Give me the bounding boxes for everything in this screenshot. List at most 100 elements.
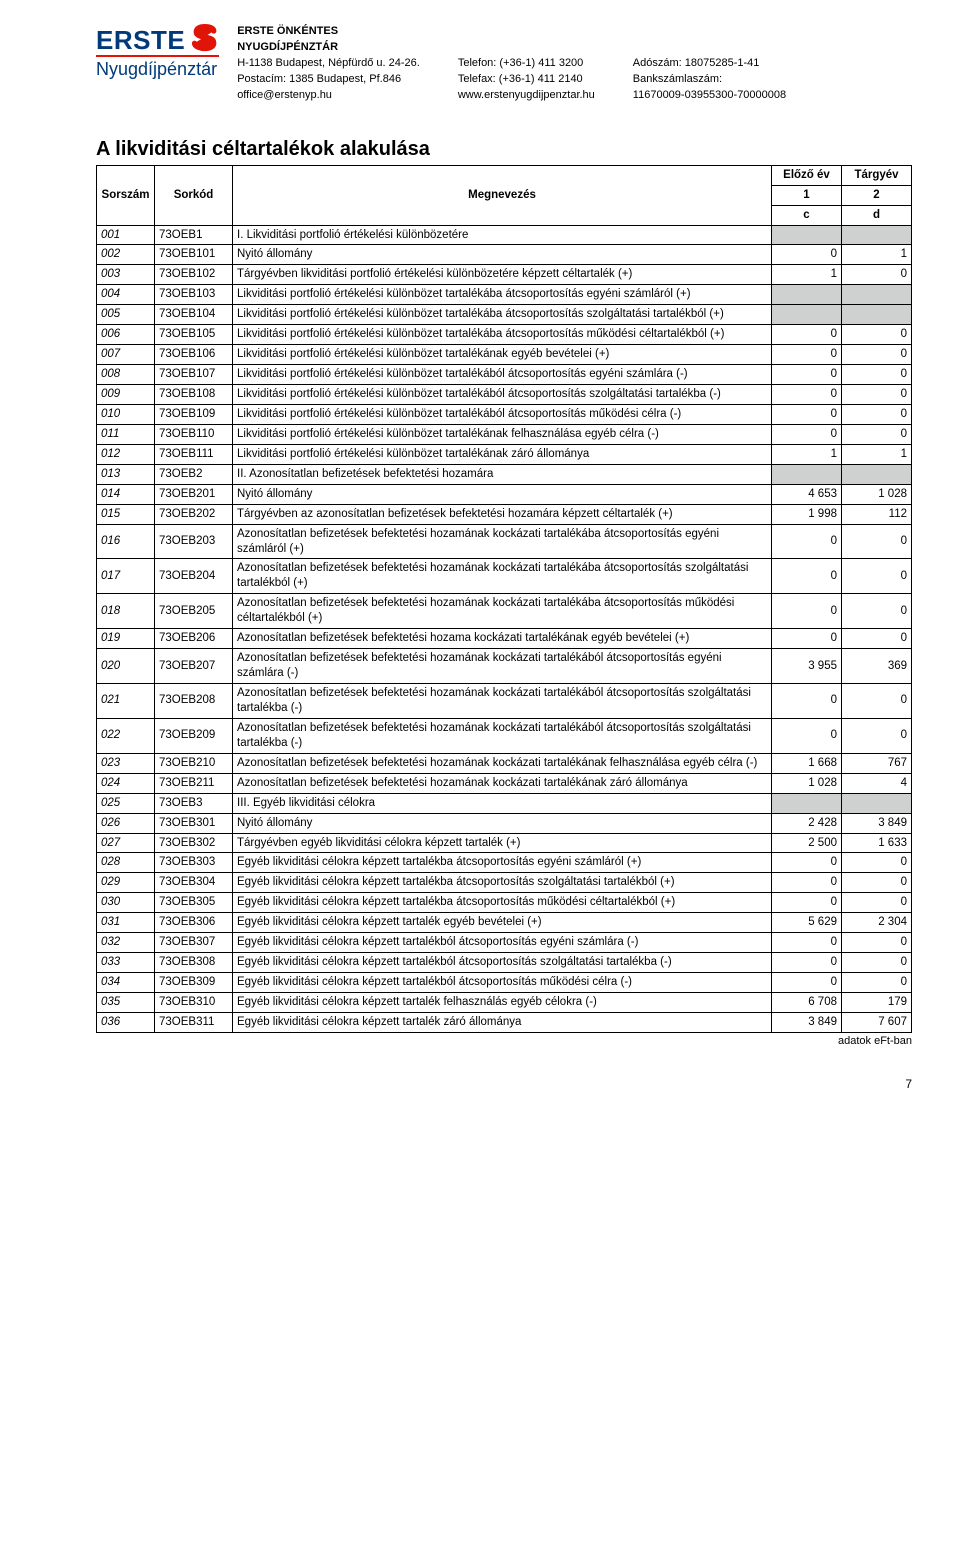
cell-sorszam: 028 bbox=[97, 853, 155, 873]
cell-sorkod: 73OEB108 bbox=[155, 385, 233, 405]
company-name-2: NYUGDÍJPÉNZTÁR bbox=[237, 40, 420, 56]
cell-sorkod: 73OEB203 bbox=[155, 524, 233, 559]
cell-curr-value: 0 bbox=[842, 424, 912, 444]
table-body: 00173OEB1I. Likviditási portfolió értéke… bbox=[97, 225, 912, 1032]
cell-megnevezes: Tárgyévben egyéb likviditási célokra kép… bbox=[233, 833, 772, 853]
table-row: 01073OEB109Likviditási portfolió értékel… bbox=[97, 404, 912, 424]
cell-sorkod: 73OEB107 bbox=[155, 365, 233, 385]
cell-prev-value: 0 bbox=[772, 629, 842, 649]
cell-sorszam: 014 bbox=[97, 484, 155, 504]
cell-prev-value: 0 bbox=[772, 853, 842, 873]
cell-sorszam: 012 bbox=[97, 444, 155, 464]
cell-megnevezes: Egyéb likviditási célokra képzett tartal… bbox=[233, 853, 772, 873]
cell-prev-value: 0 bbox=[772, 559, 842, 594]
cell-megnevezes: Likviditási portfolió értékelési különbö… bbox=[233, 424, 772, 444]
cell-megnevezes: Tárgyévben likviditási portfolió értékel… bbox=[233, 265, 772, 285]
cell-megnevezes: Azonosítatlan befizetések befektetési ho… bbox=[233, 649, 772, 684]
cell-curr-value: 0 bbox=[842, 345, 912, 365]
phone-line: Telefon: (+36-1) 411 3200 bbox=[458, 56, 595, 72]
erste-s-icon bbox=[191, 24, 219, 57]
cell-sorkod: 73OEB1 bbox=[155, 225, 233, 245]
cell-curr-value: 1 028 bbox=[842, 484, 912, 504]
cell-prev-value: 4 653 bbox=[772, 484, 842, 504]
cell-curr-value bbox=[842, 225, 912, 245]
cell-prev-value: 5 629 bbox=[772, 913, 842, 933]
cell-prev-value: 0 bbox=[772, 594, 842, 629]
cell-curr-value bbox=[842, 305, 912, 325]
cell-prev-value: 0 bbox=[772, 345, 842, 365]
cell-prev-value: 1 bbox=[772, 265, 842, 285]
cell-sorkod: 73OEB103 bbox=[155, 285, 233, 305]
bank-label-line: Bankszámlaszám: bbox=[633, 72, 786, 88]
logo-text: ERSTE bbox=[96, 25, 185, 56]
cell-prev-value: 0 bbox=[772, 365, 842, 385]
cell-sorkod: 73OEB304 bbox=[155, 873, 233, 893]
table-row: 03373OEB308Egyéb likviditási célokra kép… bbox=[97, 953, 912, 973]
cell-sorszam: 016 bbox=[97, 524, 155, 559]
th-col-1: 1 bbox=[772, 185, 842, 205]
cell-prev-value: 0 bbox=[772, 404, 842, 424]
cell-prev-value: 0 bbox=[772, 873, 842, 893]
cell-sorszam: 031 bbox=[97, 913, 155, 933]
cell-curr-value: 0 bbox=[842, 385, 912, 405]
cell-sorkod: 73OEB207 bbox=[155, 649, 233, 684]
cell-sorszam: 033 bbox=[97, 953, 155, 973]
cell-sorszam: 001 bbox=[97, 225, 155, 245]
cell-curr-value: 767 bbox=[842, 753, 912, 773]
table-row: 01373OEB2II. Azonosítatlan befizetések b… bbox=[97, 464, 912, 484]
cell-curr-value: 0 bbox=[842, 893, 912, 913]
cell-curr-value: 112 bbox=[842, 504, 912, 524]
cell-curr-value: 179 bbox=[842, 993, 912, 1013]
cell-sorkod: 73OEB109 bbox=[155, 404, 233, 424]
cell-sorszam: 009 bbox=[97, 385, 155, 405]
logo-block: ERSTE Nyugdíjpénztár bbox=[96, 24, 219, 80]
cell-sorszam: 010 bbox=[97, 404, 155, 424]
cell-curr-value: 0 bbox=[842, 325, 912, 345]
th-sorkod: Sorkód bbox=[155, 165, 233, 225]
cell-sorkod: 73OEB211 bbox=[155, 773, 233, 793]
table-row: 02473OEB211Azonosítatlan befizetések bef… bbox=[97, 773, 912, 793]
cell-prev-value: 1 bbox=[772, 444, 842, 464]
cell-megnevezes: Egyéb likviditási célokra képzett tartal… bbox=[233, 933, 772, 953]
cell-sorszam: 008 bbox=[97, 365, 155, 385]
cell-sorkod: 73OEB206 bbox=[155, 629, 233, 649]
cell-sorszam: 007 bbox=[97, 345, 155, 365]
document-header: ERSTE Nyugdíjpénztár ERSTE ÖNKÉNTES NYUG… bbox=[96, 24, 912, 104]
cell-sorszam: 019 bbox=[97, 629, 155, 649]
cell-sorszam: 023 bbox=[97, 753, 155, 773]
cell-megnevezes: Likviditási portfolió értékelési különbö… bbox=[233, 444, 772, 464]
table-row: 02373OEB210Azonosítatlan befizetések bef… bbox=[97, 753, 912, 773]
cell-curr-value: 1 633 bbox=[842, 833, 912, 853]
table-row: 01673OEB203Azonosítatlan befizetések bef… bbox=[97, 524, 912, 559]
cell-megnevezes: Nyitó állomány bbox=[233, 484, 772, 504]
cell-prev-value: 0 bbox=[772, 325, 842, 345]
table-row: 00973OEB108Likviditási portfolió értékel… bbox=[97, 385, 912, 405]
cell-curr-value: 0 bbox=[842, 953, 912, 973]
cell-sorszam: 024 bbox=[97, 773, 155, 793]
table-row: 01773OEB204Azonosítatlan befizetések bef… bbox=[97, 559, 912, 594]
cell-prev-value bbox=[772, 285, 842, 305]
cell-prev-value: 0 bbox=[772, 524, 842, 559]
cell-prev-value: 3 955 bbox=[772, 649, 842, 684]
cell-megnevezes: Azonosítatlan befizetések befektetési ho… bbox=[233, 629, 772, 649]
cell-sorkod: 73OEB306 bbox=[155, 913, 233, 933]
th-col-d: d bbox=[842, 205, 912, 225]
cell-curr-value: 0 bbox=[842, 265, 912, 285]
cell-sorkod: 73OEB205 bbox=[155, 594, 233, 629]
cell-sorszam: 006 bbox=[97, 325, 155, 345]
cell-sorkod: 73OEB310 bbox=[155, 993, 233, 1013]
web-line: www.erstenyugdijpenztar.hu bbox=[458, 88, 595, 104]
cell-curr-value bbox=[842, 285, 912, 305]
fax-line: Telefax: (+36-1) 411 2140 bbox=[458, 72, 595, 88]
cell-sorszam: 022 bbox=[97, 718, 155, 753]
table-row: 00473OEB103Likviditási portfolió értékel… bbox=[97, 285, 912, 305]
cell-sorkod: 73OEB305 bbox=[155, 893, 233, 913]
cell-prev-value: 0 bbox=[772, 953, 842, 973]
cell-sorszam: 032 bbox=[97, 933, 155, 953]
cell-megnevezes: Azonosítatlan befizetések befektetési ho… bbox=[233, 753, 772, 773]
cell-sorszam: 029 bbox=[97, 873, 155, 893]
cell-megnevezes: Nyitó állomány bbox=[233, 813, 772, 833]
cell-prev-value: 6 708 bbox=[772, 993, 842, 1013]
table-row: 01873OEB205Azonosítatlan befizetések bef… bbox=[97, 594, 912, 629]
cell-curr-value: 0 bbox=[842, 559, 912, 594]
